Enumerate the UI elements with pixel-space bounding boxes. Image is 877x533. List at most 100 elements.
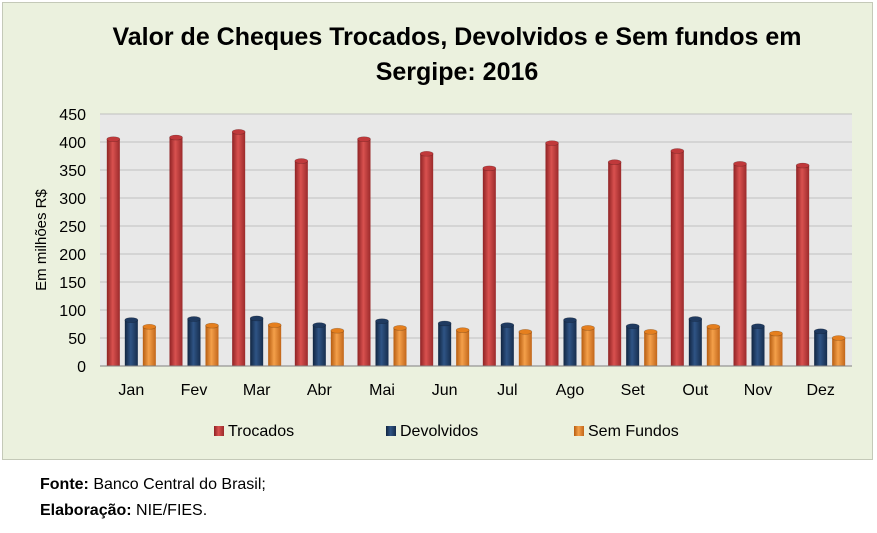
x-tick-label: Jan: [118, 382, 144, 399]
bar-cap: [607, 159, 622, 165]
elaboration-line: Elaboração: NIE/FIES.: [40, 498, 266, 524]
source-label: Fonte:: [40, 476, 89, 493]
x-tick-label: Abr: [307, 382, 333, 399]
bar-body: [482, 168, 496, 366]
bar-body: [796, 165, 810, 366]
x-axis-ticks: Jan Fev Mar Abr Mai Jun Jul Ago Set Out Nov Dez: [118, 382, 834, 399]
bar-cap: [795, 162, 810, 169]
bar-body: [420, 153, 434, 366]
legend-item-trocados: Trocados: [214, 423, 294, 440]
x-tick-label: Jul: [497, 382, 517, 399]
bar-sem-fundos-ago: [581, 325, 595, 366]
bar-body: [733, 163, 747, 366]
bar-cap: [124, 317, 139, 323]
x-tick-label: Nov: [744, 382, 772, 399]
bar-body: [751, 326, 765, 366]
bar-body: [268, 325, 282, 366]
bar-sem-fundos-jun: [455, 327, 470, 366]
bar-body: [330, 330, 344, 366]
bar-cap: [625, 323, 640, 330]
bar-body: [187, 318, 201, 366]
bar-cap: [563, 317, 577, 323]
bar-cap: [500, 322, 515, 328]
bar-cap: [769, 330, 783, 337]
legend-label: Sem Fundos: [588, 423, 679, 440]
y-tick-label: 450: [59, 107, 86, 124]
bar-cap: [751, 323, 765, 330]
chart-title-line-1: Valor de Cheques Trocados, Devolvidos e …: [112, 23, 801, 51]
x-tick-label: Set: [621, 382, 646, 399]
bar-trocados-ago: [545, 140, 559, 366]
bar-cap: [437, 320, 452, 327]
y-tick-label: 300: [59, 191, 86, 208]
bar-sem-fundos-jul: [518, 329, 533, 366]
bar-cap: [142, 323, 157, 330]
bar-body: [670, 150, 684, 366]
bar-cap: [455, 327, 470, 333]
bar-devolvidos-fev: [187, 316, 201, 366]
bar-devolvidos-dez: [813, 328, 828, 366]
elaboration-label: Elaboração:: [40, 502, 132, 519]
bar-sem-fundos-abr: [330, 327, 345, 366]
plot-area-shade: [100, 114, 852, 366]
bar-devolvidos-jun: [437, 320, 452, 366]
x-tick-label: Jun: [432, 382, 458, 399]
y-tick-label: 400: [59, 135, 86, 152]
bar-body: [375, 321, 389, 366]
bar-cap: [831, 335, 846, 341]
x-tick-label: Mai: [369, 382, 395, 399]
bar-cap: [249, 315, 264, 322]
bar-cap: [330, 327, 345, 334]
bar-body: [608, 162, 622, 366]
bar-body: [456, 330, 470, 366]
bar-cap: [231, 129, 246, 135]
bar-devolvidos-abr: [312, 322, 327, 366]
bar-trocados-nov: [733, 161, 747, 366]
bar-body: [357, 139, 371, 366]
bar-cap: [267, 322, 282, 328]
bar-cap: [187, 316, 201, 322]
x-tick-label: Ago: [556, 382, 585, 399]
bar-cap: [688, 316, 703, 322]
bar-body: [626, 326, 640, 366]
bar-body: [294, 161, 308, 366]
y-tick-label: 100: [59, 303, 86, 320]
bar-sem-fundos-dez: [831, 335, 846, 366]
y-tick-label: 0: [77, 359, 86, 376]
bar-body: [169, 137, 183, 366]
x-tick-label: Dez: [806, 382, 834, 399]
bar-body: [832, 338, 846, 366]
bar-trocados-mar: [231, 129, 246, 366]
bar-body: [438, 323, 452, 366]
bar-cap: [643, 329, 658, 335]
bar-cap: [545, 140, 559, 146]
bar-body: [205, 325, 219, 366]
source-line: Fonte: Banco Central do Brasil;: [40, 472, 266, 498]
bar-cap: [393, 325, 407, 331]
bar-body: [142, 326, 156, 366]
bar-trocados-out: [670, 148, 685, 366]
bar-body: [563, 320, 577, 366]
legend-swatch: [574, 426, 584, 436]
bar-body: [644, 331, 658, 366]
bar-cap: [733, 161, 747, 167]
bar-body: [500, 325, 514, 366]
bar-cap: [706, 323, 721, 330]
legend: Trocados Devolvidos Sem Fundos: [214, 423, 679, 440]
y-axis-ticks: 0 50 100 150 200 250 300 350 400 450: [59, 107, 86, 376]
y-tick-label: 50: [68, 331, 86, 348]
elaboration-value: NIE/FIES.: [136, 502, 208, 519]
legend-item-sem-fundos: Sem Fundos: [574, 423, 679, 440]
bar-body: [706, 326, 720, 366]
bar-cap: [312, 322, 327, 328]
bar-cap: [375, 318, 389, 325]
chart-title-line-2: Sergipe: 2016: [376, 58, 539, 86]
bar-sem-fundos-set: [643, 329, 658, 366]
bar-cap: [294, 158, 309, 164]
bar-trocados-dez: [795, 162, 810, 366]
bar-sem-fundos-mai: [393, 325, 407, 366]
y-tick-label: 350: [59, 163, 86, 180]
x-tick-label: Out: [682, 382, 708, 399]
gridlines: [100, 113, 852, 339]
bar-cap: [518, 329, 533, 335]
